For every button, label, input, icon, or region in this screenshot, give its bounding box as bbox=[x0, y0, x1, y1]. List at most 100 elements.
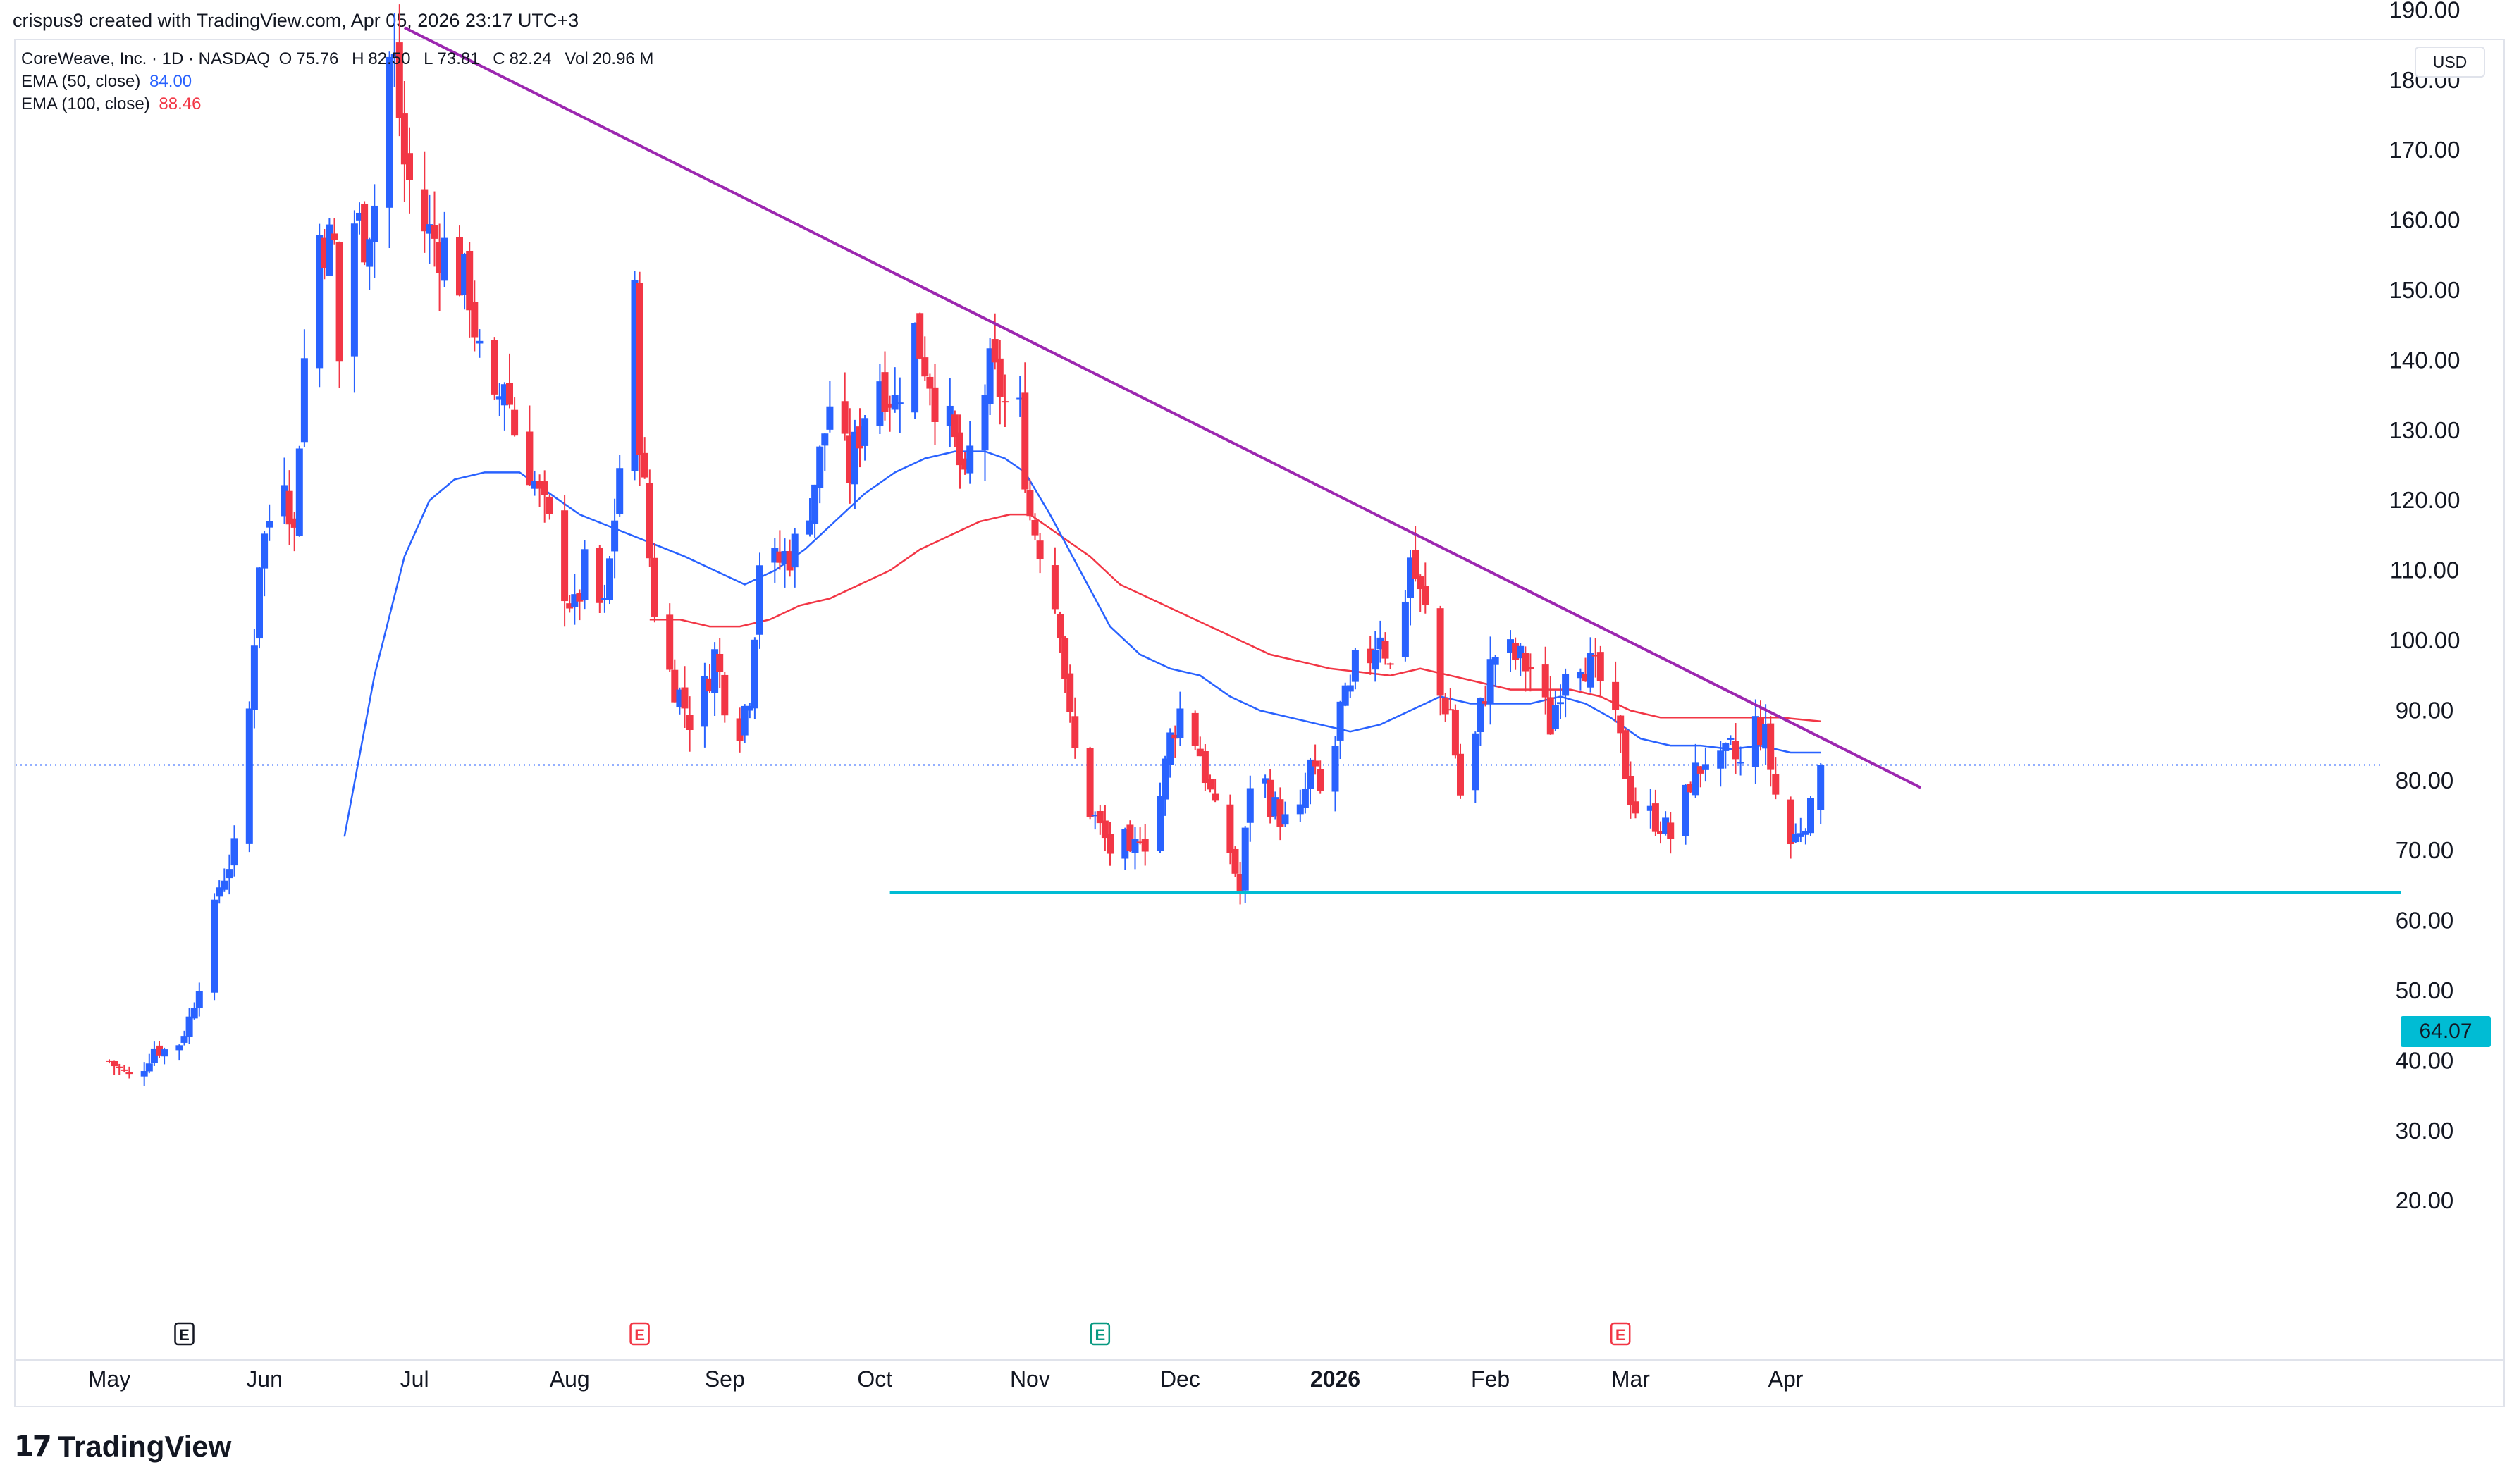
y-tick-label: 130.00 bbox=[2389, 417, 2461, 443]
candle-body bbox=[495, 396, 503, 400]
candle-body bbox=[106, 1060, 113, 1062]
y-tick-label: 40.00 bbox=[2396, 1047, 2454, 1073]
symbol-title[interactable]: CoreWeave, Inc. · 1D · NASDAQ bbox=[21, 49, 270, 68]
candle-body bbox=[1126, 824, 1134, 851]
y-tick-label: 140.00 bbox=[2389, 347, 2461, 373]
candle-body bbox=[371, 205, 378, 242]
candle-body bbox=[1762, 724, 1770, 749]
y-tick-label: 150.00 bbox=[2389, 277, 2461, 303]
candle-body bbox=[1066, 673, 1074, 712]
candle-body bbox=[576, 593, 584, 602]
ema100-line bbox=[649, 513, 1821, 722]
volume-value: 20.96 M bbox=[592, 49, 654, 68]
candle-body bbox=[1226, 804, 1234, 853]
candle-body bbox=[701, 676, 708, 727]
candle-body bbox=[261, 533, 269, 569]
candle-body bbox=[1472, 733, 1479, 791]
x-tick-label: Oct bbox=[857, 1366, 892, 1392]
close-label: C bbox=[493, 49, 505, 68]
y-tick-label: 100.00 bbox=[2389, 627, 2461, 653]
candle-body bbox=[1632, 801, 1639, 814]
candle-body bbox=[175, 1045, 183, 1051]
candle-body bbox=[846, 435, 854, 483]
candle-body bbox=[1276, 799, 1284, 827]
descending-trendline[interactable] bbox=[404, 26, 1922, 789]
earnings-marker-label[interactable]: E bbox=[179, 1326, 190, 1344]
x-tick-label: 2026 bbox=[1310, 1366, 1360, 1392]
candle-body bbox=[1732, 741, 1739, 760]
candle-body bbox=[1802, 830, 1809, 835]
chart-frame bbox=[14, 39, 2505, 1407]
candle-body bbox=[1131, 839, 1139, 853]
earnings-marker-box[interactable] bbox=[1090, 1322, 1111, 1346]
candle-body bbox=[1596, 652, 1604, 681]
candle-body bbox=[1241, 827, 1249, 891]
y-tick-label: 170.00 bbox=[2389, 137, 2461, 163]
candle-body bbox=[1591, 655, 1599, 657]
earnings-marker-box[interactable] bbox=[1610, 1322, 1631, 1346]
candle-body bbox=[1457, 753, 1464, 796]
y-tick-label: 120.00 bbox=[2389, 487, 2461, 513]
candle-body bbox=[1662, 817, 1670, 834]
candle-body bbox=[606, 558, 613, 600]
earnings-marker-label[interactable]: E bbox=[634, 1326, 645, 1344]
candle-body bbox=[1157, 796, 1164, 851]
candle-body bbox=[646, 483, 653, 559]
candle-body bbox=[676, 689, 684, 708]
candle-body bbox=[230, 838, 238, 866]
high-value: 82.50 bbox=[368, 49, 411, 68]
legend-ema100[interactable]: EMA (100, close) 88.46 bbox=[21, 94, 205, 114]
candle-body bbox=[526, 431, 534, 486]
candle-body bbox=[1096, 810, 1104, 824]
candle-body bbox=[961, 458, 969, 470]
candle-body bbox=[1546, 697, 1554, 735]
earnings-marker-label[interactable]: E bbox=[1615, 1326, 1626, 1344]
candle-body bbox=[1281, 814, 1289, 825]
author-credit: crispus9 created with TradingView.com, A… bbox=[13, 10, 579, 31]
y-tick-label: 30.00 bbox=[2396, 1118, 2454, 1144]
candle-body bbox=[1407, 557, 1414, 598]
candle-body bbox=[461, 254, 469, 295]
tradingview-logo[interactable]: 17 TradingView bbox=[14, 1429, 231, 1464]
earnings-marker-label[interactable]: E bbox=[1095, 1326, 1105, 1344]
candle-body bbox=[686, 715, 694, 731]
candle-body bbox=[400, 113, 408, 165]
y-tick-label: 190.00 bbox=[2389, 0, 2461, 23]
currency-button[interactable]: USD bbox=[2415, 47, 2485, 78]
earnings-marker-box[interactable] bbox=[629, 1322, 650, 1346]
candle-body bbox=[951, 414, 959, 438]
candle-body bbox=[441, 237, 448, 281]
candle-body bbox=[321, 237, 328, 268]
candle-body bbox=[1061, 638, 1069, 679]
candle-body bbox=[1517, 645, 1525, 659]
legend-ema50[interactable]: EMA (50, close) 84.00 bbox=[21, 72, 196, 92]
candle-body bbox=[841, 401, 849, 434]
candle-body bbox=[1696, 766, 1704, 774]
candle-body bbox=[1527, 667, 1534, 670]
candle-body bbox=[180, 1036, 188, 1043]
candle-body bbox=[1381, 641, 1389, 659]
candle-body bbox=[1312, 760, 1319, 767]
candle-body bbox=[1577, 672, 1584, 679]
candle-body bbox=[125, 1072, 133, 1075]
candle-body bbox=[666, 614, 674, 670]
candle-body bbox=[1582, 674, 1589, 682]
last-candle-body bbox=[1817, 765, 1825, 810]
candle-body bbox=[1692, 762, 1699, 796]
low-label: L bbox=[424, 49, 433, 68]
candle-body bbox=[1246, 788, 1254, 823]
candle-body bbox=[1336, 701, 1344, 741]
candle-body bbox=[851, 431, 858, 485]
candle-body bbox=[1717, 750, 1725, 769]
candle-body bbox=[1212, 793, 1219, 801]
candle-body bbox=[1086, 748, 1094, 817]
candle-body bbox=[466, 250, 474, 311]
candle-body bbox=[350, 223, 358, 357]
candle-body bbox=[1522, 653, 1529, 672]
candle-body bbox=[991, 339, 999, 363]
earnings-marker-box[interactable] bbox=[174, 1322, 195, 1346]
x-tick-label: Aug bbox=[550, 1366, 590, 1392]
candle-body bbox=[1236, 874, 1244, 893]
